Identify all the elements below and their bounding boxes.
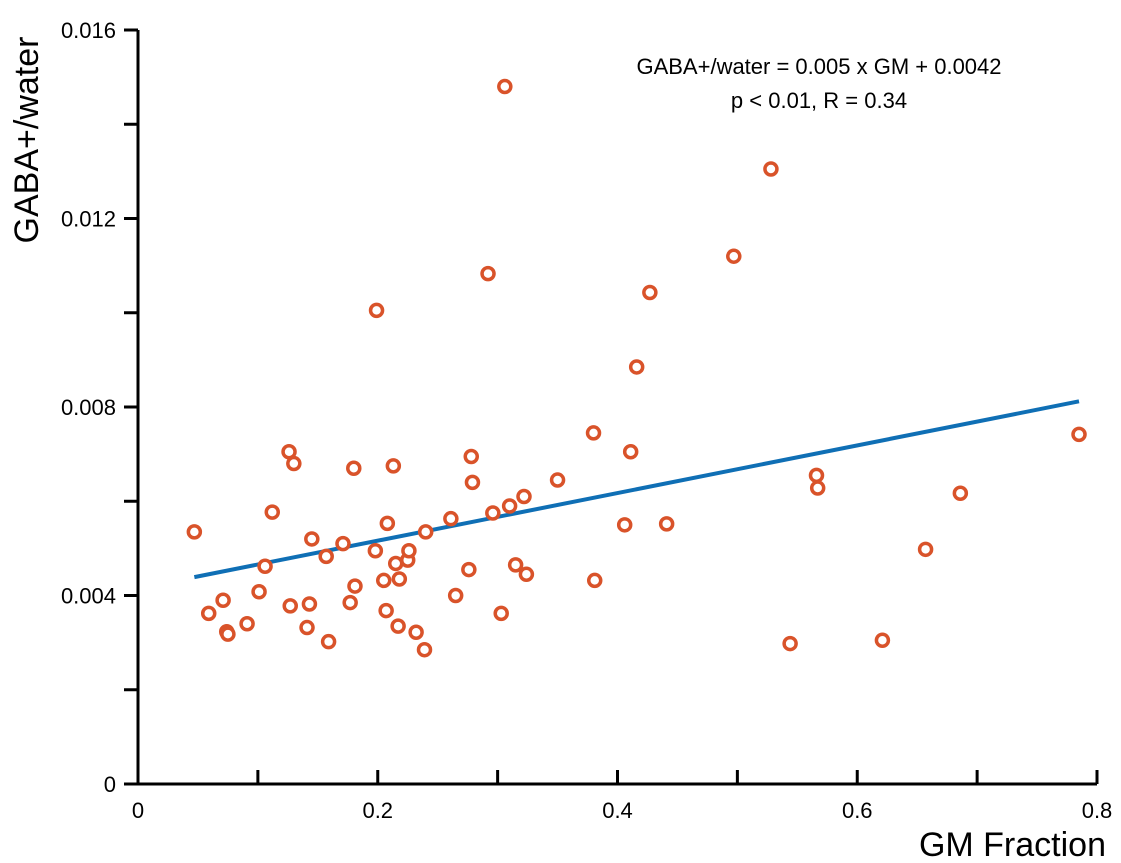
data-point: [642, 284, 658, 301]
data-point: [320, 633, 337, 650]
y-tick-label: 0: [104, 772, 116, 797]
data-point: [379, 515, 396, 532]
data-point: [549, 472, 566, 488]
y-tick-label: 0.012: [61, 207, 116, 232]
data-points: [186, 78, 1087, 658]
data-point: [408, 624, 424, 641]
y-axis-label: GABA+/water: [8, 37, 46, 244]
data-point: [251, 583, 267, 600]
data-point: [809, 480, 826, 496]
data-point: [622, 444, 639, 460]
data-point: [215, 592, 231, 608]
data-point: [387, 555, 404, 572]
data-point: [367, 542, 384, 559]
data-point: [239, 616, 255, 632]
data-point: [658, 516, 675, 532]
data-point: [461, 561, 477, 578]
data-point: [501, 498, 518, 514]
data-point: [385, 458, 402, 474]
data-point: [282, 598, 298, 614]
data-point: [401, 542, 417, 559]
data-point: [347, 578, 363, 594]
data-point: [299, 619, 315, 636]
data-point: [220, 626, 236, 642]
data-point: [516, 488, 532, 505]
data-point: [390, 618, 406, 634]
data-point: [616, 517, 633, 533]
data-point: [808, 467, 825, 484]
data-point: [417, 524, 434, 540]
data-point: [342, 594, 358, 611]
data-point: [200, 605, 217, 622]
data-point: [1071, 426, 1087, 443]
data-point: [378, 602, 394, 619]
data-point: [464, 474, 481, 491]
y-ticks: 0 0.004 0.008 0.012 0.016: [61, 18, 138, 797]
y-tick-label: 0.008: [61, 395, 116, 420]
data-point: [257, 558, 273, 575]
x-tick-label: 0.8: [1082, 798, 1113, 823]
data-point: [485, 505, 501, 521]
data-point: [628, 359, 645, 375]
data-point: [463, 448, 480, 465]
data-point: [952, 485, 969, 501]
data-point: [585, 425, 602, 441]
data-point: [301, 596, 318, 612]
x-tick-label: 0: [132, 798, 144, 823]
data-point: [497, 78, 513, 95]
x-tick-label: 0.6: [842, 798, 873, 823]
data-point: [782, 635, 798, 652]
stats-annotation: p < 0.01, R = 0.34: [731, 88, 907, 113]
data-point: [186, 524, 203, 540]
y-tick-label: 0.004: [61, 584, 116, 609]
x-axis-label: GM Fraction: [919, 826, 1106, 863]
data-point: [447, 587, 464, 604]
data-point: [286, 455, 302, 472]
data-point: [586, 572, 603, 589]
data-point: [493, 605, 509, 622]
data-point: [264, 504, 281, 520]
data-point: [763, 161, 779, 177]
data-point: [874, 632, 891, 649]
data-point: [917, 541, 934, 558]
data-point: [335, 535, 351, 552]
data-point: [416, 641, 433, 658]
equation-annotation: GABA+/water = 0.005 x GM + 0.0042: [636, 54, 1001, 79]
data-point: [368, 302, 385, 319]
data-point: [480, 265, 496, 282]
data-point: [726, 248, 742, 264]
x-tick-label: 0.4: [602, 798, 633, 823]
data-point: [375, 572, 392, 589]
data-point: [507, 557, 524, 573]
data-point: [304, 531, 320, 547]
x-tick-label: 0.2: [362, 798, 393, 823]
x-ticks: 0 0.2 0.4 0.6 0.8: [132, 770, 1112, 823]
data-point: [518, 566, 535, 583]
data-point: [391, 571, 408, 587]
data-point: [346, 460, 362, 477]
data-point: [318, 548, 334, 565]
data-point: [443, 510, 459, 527]
y-tick-label: 0.016: [61, 18, 116, 43]
